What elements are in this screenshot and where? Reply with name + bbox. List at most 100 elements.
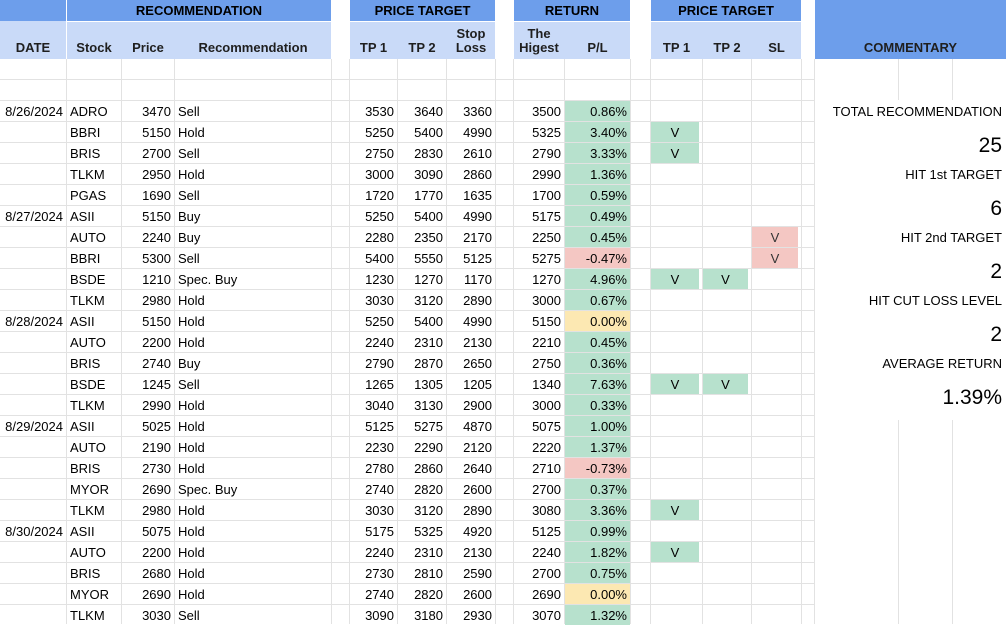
highest-cell[interactable]: 1270 (532, 272, 561, 287)
stop-loss-cell[interactable]: 4870 (463, 419, 492, 434)
stop-loss-cell[interactable]: 2170 (463, 230, 492, 245)
tp1-cell[interactable]: 5250 (365, 314, 394, 329)
hit-tp1-cell[interactable]: V (651, 122, 699, 142)
recommendation-cell[interactable]: Spec. Buy (178, 482, 238, 497)
hit-tp1-cell[interactable] (651, 290, 699, 311)
tp2-cell[interactable]: 2820 (414, 587, 443, 602)
hit-tp2-cell[interactable] (703, 542, 748, 563)
highest-cell[interactable]: 3000 (532, 293, 561, 308)
hit-sl-cell[interactable] (752, 164, 798, 185)
date-cell[interactable] (0, 164, 66, 185)
recommendation-cell[interactable]: Buy (178, 209, 201, 224)
tp2-cell[interactable]: 3120 (414, 293, 443, 308)
hit-tp2-cell[interactable] (703, 353, 748, 374)
tp1-cell[interactable]: 1265 (365, 377, 394, 392)
tp1-cell[interactable]: 2740 (365, 482, 394, 497)
stock-cell[interactable]: MYOR (70, 482, 109, 497)
tp2-cell[interactable]: 1270 (414, 272, 443, 287)
tp2-cell[interactable]: 2820 (414, 482, 443, 497)
hit-tp2-cell[interactable] (703, 164, 748, 185)
hit-tp2-cell[interactable] (703, 185, 748, 206)
hit-tp2-cell[interactable] (703, 227, 748, 248)
pl-cell[interactable]: -0.47% (565, 248, 630, 268)
highest-cell[interactable]: 1700 (532, 188, 561, 203)
date-cell[interactable] (0, 248, 66, 269)
price-cell[interactable]: 2950 (142, 167, 171, 182)
hit-tp2-cell[interactable] (703, 248, 748, 269)
tp1-cell[interactable]: 2730 (365, 566, 394, 581)
highest-cell[interactable]: 3000 (532, 398, 561, 413)
price-cell[interactable]: 5150 (142, 314, 171, 329)
recommendation-cell[interactable]: Sell (178, 377, 200, 392)
stop-loss-cell[interactable]: 4990 (463, 209, 492, 224)
tp1-cell[interactable]: 3040 (365, 398, 394, 413)
tp1-cell[interactable]: 2230 (365, 440, 394, 455)
tp1-cell[interactable]: 2240 (365, 335, 394, 350)
price-cell[interactable]: 2200 (142, 545, 171, 560)
stop-loss-cell[interactable]: 2890 (463, 503, 492, 518)
price-cell[interactable]: 1690 (142, 188, 171, 203)
tp2-cell[interactable]: 3130 (414, 398, 443, 413)
hit-sl-cell[interactable] (752, 521, 798, 542)
stock-cell[interactable]: TLKM (70, 293, 105, 308)
hit-tp1-cell[interactable]: V (651, 269, 699, 289)
highest-cell[interactable]: 5175 (532, 209, 561, 224)
hit-sl-cell[interactable] (752, 290, 798, 311)
date-cell[interactable]: 8/29/2024 (5, 419, 63, 434)
hit-tp2-cell[interactable] (703, 563, 748, 584)
tp2-cell[interactable]: 2310 (414, 545, 443, 560)
date-cell[interactable] (0, 143, 66, 164)
hit-tp1-cell[interactable] (651, 227, 699, 248)
stop-loss-cell[interactable]: 2860 (463, 167, 492, 182)
pl-cell[interactable]: 0.49% (565, 206, 630, 226)
price-cell[interactable]: 2680 (142, 566, 171, 581)
highest-cell[interactable]: 5150 (532, 314, 561, 329)
recommendation-cell[interactable]: Sell (178, 608, 200, 623)
recommendation-cell[interactable]: Hold (178, 335, 205, 350)
highest-cell[interactable]: 3080 (532, 503, 561, 518)
date-cell[interactable] (0, 500, 66, 521)
highest-cell[interactable]: 2210 (532, 335, 561, 350)
hit-sl-cell[interactable] (752, 395, 798, 416)
recommendation-cell[interactable]: Buy (178, 356, 201, 371)
price-cell[interactable]: 2690 (142, 482, 171, 497)
stop-loss-cell[interactable]: 2610 (463, 146, 492, 161)
hit-tp1-cell[interactable] (651, 185, 699, 206)
tp1-cell[interactable]: 3030 (365, 503, 394, 518)
pl-cell[interactable]: 0.45% (565, 227, 630, 247)
tp2-cell[interactable]: 5325 (414, 524, 443, 539)
stock-cell[interactable]: BRIS (70, 566, 101, 581)
hit-sl-cell[interactable] (752, 122, 798, 143)
recommendation-cell[interactable]: Hold (178, 587, 205, 602)
price-cell[interactable]: 2980 (142, 293, 171, 308)
tp1-cell[interactable]: 3530 (365, 104, 394, 119)
hit-tp2-cell[interactable]: V (703, 269, 748, 289)
tp2-cell[interactable]: 5275 (414, 419, 443, 434)
tp1-cell[interactable]: 5125 (365, 419, 394, 434)
date-cell[interactable] (0, 122, 66, 143)
highest-cell[interactable]: 2710 (532, 461, 561, 476)
date-cell[interactable] (0, 479, 66, 500)
recommendation-cell[interactable]: Hold (178, 314, 205, 329)
recommendation-cell[interactable]: Sell (178, 188, 200, 203)
stock-cell[interactable]: TLKM (70, 398, 105, 413)
tp2-cell[interactable]: 2860 (414, 461, 443, 476)
hit-sl-cell[interactable] (752, 332, 798, 353)
stock-cell[interactable]: BRIS (70, 461, 101, 476)
pl-cell[interactable]: 0.00% (565, 311, 630, 331)
pl-cell[interactable]: 3.40% (565, 122, 630, 142)
stop-loss-cell[interactable]: 2590 (463, 566, 492, 581)
stop-loss-cell[interactable]: 2130 (463, 545, 492, 560)
highest-cell[interactable]: 2250 (532, 230, 561, 245)
recommendation-cell[interactable]: Sell (178, 251, 200, 266)
hit-sl-cell[interactable] (752, 458, 798, 479)
price-cell[interactable]: 1245 (142, 377, 171, 392)
stop-loss-cell[interactable]: 3360 (463, 104, 492, 119)
stock-cell[interactable]: BSDE (70, 272, 106, 287)
hit-tp1-cell[interactable] (651, 437, 699, 458)
pl-cell[interactable]: 0.67% (565, 290, 630, 310)
stop-loss-cell[interactable]: 1170 (464, 272, 492, 287)
stock-cell[interactable]: AUTO (70, 440, 106, 455)
hit-tp2-cell[interactable]: V (703, 374, 748, 394)
date-cell[interactable] (0, 584, 66, 605)
